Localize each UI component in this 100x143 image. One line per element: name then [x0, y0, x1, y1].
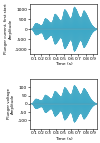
Y-axis label: Plunger current, first start
Amplitude: Plunger current, first start Amplitude: [4, 4, 12, 54]
Y-axis label: Plunger voltage
Amplitude: Plunger voltage Amplitude: [7, 88, 15, 119]
X-axis label: Time (s): Time (s): [55, 62, 72, 66]
X-axis label: Time (s): Time (s): [55, 137, 72, 141]
